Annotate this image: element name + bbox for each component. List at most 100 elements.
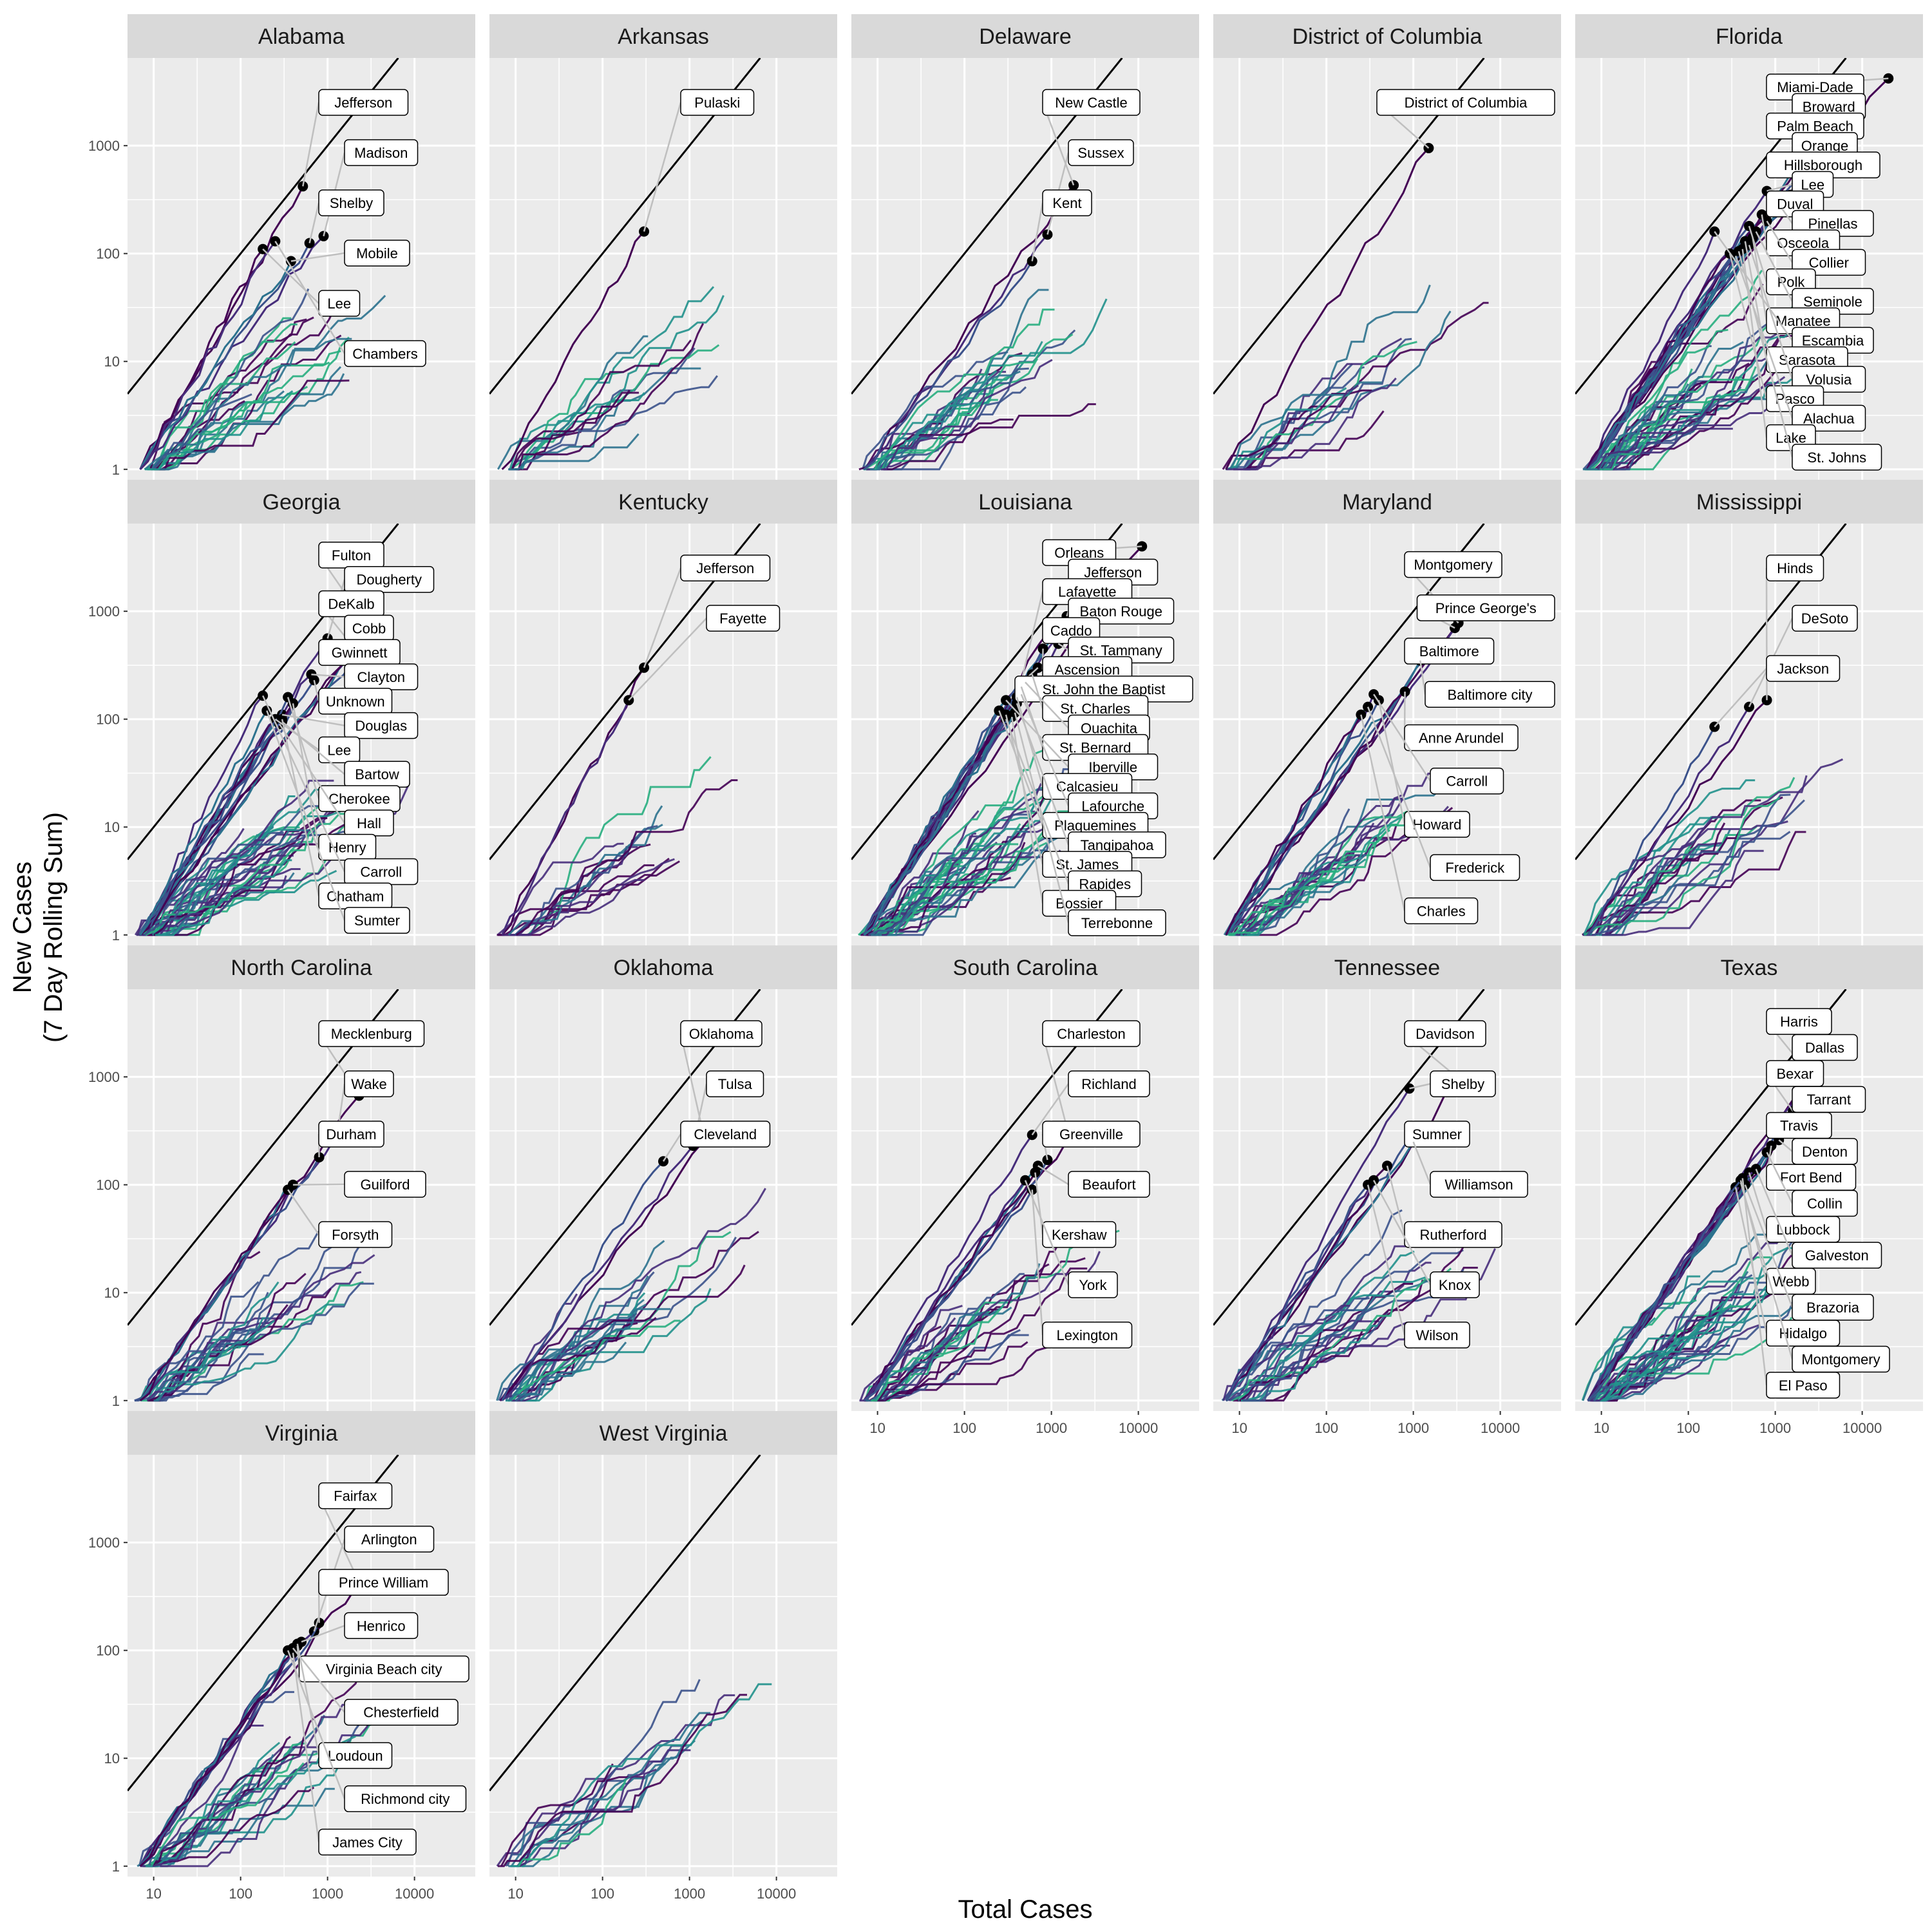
panel-background bbox=[489, 989, 837, 1411]
county-line-sumter bbox=[139, 710, 268, 936]
county-label-anne-arundel: Anne Arundel bbox=[1419, 730, 1504, 746]
background-trajectory bbox=[1237, 1276, 1427, 1401]
background-trajectory bbox=[864, 1311, 998, 1401]
county-label-chesterfield: Chesterfield bbox=[363, 1705, 439, 1721]
background-trajectory bbox=[1593, 1271, 1770, 1402]
background-trajectory bbox=[859, 1317, 956, 1401]
strip-delaware bbox=[851, 14, 1199, 58]
county-label-cherokee: Cherokee bbox=[328, 791, 390, 807]
background-trajectory bbox=[151, 1786, 315, 1867]
county-label-new-castle: New Castle bbox=[1055, 95, 1127, 111]
county-line-anne-arundel bbox=[1225, 690, 1406, 936]
x-tick-label: 1000 bbox=[1036, 1420, 1067, 1436]
county-label-pinellas: Pinellas bbox=[1808, 216, 1857, 232]
background-trajectory bbox=[1604, 827, 1706, 936]
county-line-escambia bbox=[1587, 231, 1716, 470]
y-tick-label: 1000 bbox=[88, 138, 120, 154]
county-label-durham: Durham bbox=[326, 1126, 376, 1142]
strip-florida bbox=[1575, 14, 1923, 58]
background-trajectory bbox=[151, 810, 341, 936]
county-label-galveston: Galveston bbox=[1805, 1247, 1869, 1264]
county-label-manatee: Manatee bbox=[1776, 313, 1831, 329]
label-leader-line bbox=[1031, 1189, 1044, 1336]
label-leader-line bbox=[1744, 1184, 1794, 1308]
x-tick-label: 100 bbox=[952, 1420, 976, 1436]
county-label-loudoun: Loudoun bbox=[328, 1748, 383, 1764]
background-trajectory bbox=[522, 756, 712, 936]
label-leader-line bbox=[643, 567, 682, 668]
county-label-box bbox=[1042, 1020, 1141, 1047]
county-label-knox: Knox bbox=[1439, 1277, 1471, 1293]
county-line-district-of-columbia bbox=[1225, 147, 1430, 470]
county-label-fairfax: Fairfax bbox=[334, 1488, 377, 1504]
county-label-ascension: Ascension bbox=[1054, 662, 1120, 678]
label-leader-line bbox=[1741, 1178, 1768, 1385]
background-trajectory bbox=[1602, 1303, 1732, 1401]
county-line-hinds bbox=[1587, 699, 1768, 936]
county-label-box bbox=[344, 712, 419, 739]
label-leader-line bbox=[1041, 1033, 1070, 1137]
background-trajectory bbox=[1245, 284, 1431, 470]
county-label-box bbox=[344, 1698, 459, 1726]
panel-alabama: Alabama Jefferson Madison Shelby Mobile Lee Ch… bbox=[88, 14, 475, 480]
strip-texas bbox=[1575, 945, 1923, 989]
county-line-kent bbox=[863, 260, 1033, 470]
x-tick-label: 10 bbox=[146, 1886, 161, 1902]
panel-background bbox=[489, 524, 837, 945]
background-trajectory bbox=[864, 1267, 1088, 1402]
county-label-st-john-the-baptist: St. John the Baptist bbox=[1043, 681, 1166, 697]
panel-background bbox=[489, 58, 837, 480]
county-label-seminole: Seminole bbox=[1803, 294, 1862, 310]
background-trajectory bbox=[1242, 858, 1367, 936]
panel-georgia: Georgia Fulton Dougherty DeKalb Cobb Gwinnett… bbox=[88, 480, 475, 945]
county-line-richland bbox=[863, 1134, 1033, 1401]
label-leader-line bbox=[1037, 1165, 1069, 1186]
county-label-box bbox=[1376, 89, 1555, 116]
background-trajectory bbox=[1584, 797, 1781, 936]
strip-virginia bbox=[128, 1411, 475, 1455]
county-label-tangipahoa: Tangipahoa bbox=[1081, 837, 1155, 853]
label-leader-line bbox=[1031, 1083, 1070, 1135]
county-label-ouachita: Ouachita bbox=[1081, 720, 1138, 736]
background-trajectory bbox=[1244, 865, 1324, 936]
background-trajectory bbox=[1583, 779, 1756, 936]
facet-panels: Alabama Jefferson Madison Shelby Mobile Lee Ch… bbox=[88, 14, 1923, 1902]
county-label-mobile: Mobile bbox=[356, 245, 398, 261]
label-leader-line bbox=[1714, 668, 1767, 728]
county-label-charleston: Charleston bbox=[1057, 1026, 1125, 1042]
x-axis-title: Total Cases bbox=[958, 1895, 1093, 1924]
label-leader-line bbox=[281, 719, 320, 896]
county-line-baltimore-city bbox=[1225, 659, 1421, 936]
strip-label: North Carolina bbox=[231, 956, 372, 980]
label-leader-line bbox=[1761, 214, 1768, 243]
label-leader-line bbox=[1755, 231, 1794, 302]
county-label-box bbox=[344, 1612, 419, 1640]
y-tick-label: 1 bbox=[112, 927, 120, 943]
county-label-box bbox=[344, 240, 410, 267]
background-trajectory bbox=[156, 1320, 275, 1401]
county-label-plaquemines: Plaquemines bbox=[1054, 818, 1136, 834]
background-trajectory bbox=[134, 1231, 352, 1402]
background-trajectory bbox=[518, 1778, 627, 1867]
county-label-box bbox=[1042, 1321, 1133, 1349]
plot-area: New Castle Sussex Kent bbox=[851, 58, 1199, 480]
label-leader-line bbox=[1412, 1141, 1432, 1185]
county-label-box bbox=[1430, 767, 1504, 795]
background-trajectory bbox=[1605, 820, 1788, 936]
panel-arkansas: Arkansas Pulaski bbox=[489, 14, 837, 480]
background-trajectory bbox=[158, 1282, 374, 1402]
county-line-chatham bbox=[139, 718, 283, 936]
county-label-calcasieu: Calcasieu bbox=[1056, 779, 1119, 795]
county-line-richmond-city bbox=[139, 1650, 289, 1867]
county-label-henry: Henry bbox=[328, 840, 366, 856]
background-trajectory bbox=[153, 1328, 257, 1402]
label-leader-line bbox=[1739, 1182, 1794, 1359]
county-label-iberville: Iberville bbox=[1088, 759, 1137, 775]
background-trajectory bbox=[500, 1763, 614, 1867]
y-tick-label: 100 bbox=[96, 246, 120, 262]
plot-area: Fulton Dougherty DeKalb Cobb Gwinnett Clayton… bbox=[128, 524, 475, 945]
strip-maryland bbox=[1213, 480, 1561, 524]
panel-louisiana: Louisiana Orleans Jefferson Lafayette Baton … bbox=[851, 480, 1199, 945]
reference-line bbox=[489, 1455, 761, 1792]
background-trajectory bbox=[1602, 849, 1764, 936]
